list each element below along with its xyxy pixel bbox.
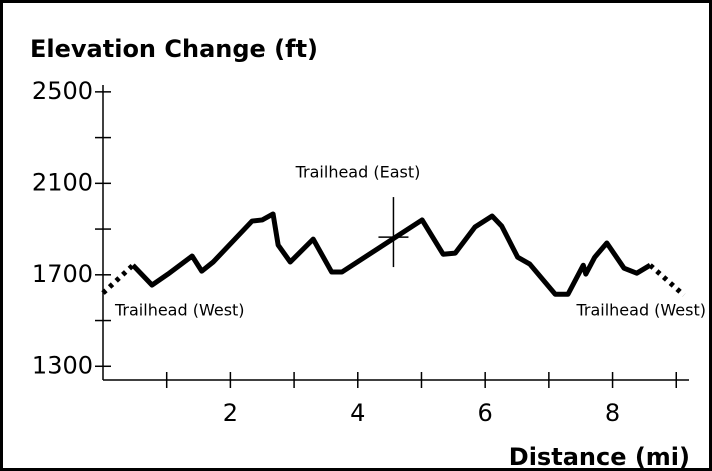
x-tick-label: 6 <box>478 399 493 427</box>
annotation: Trailhead (East) <box>295 163 421 182</box>
dotted-line <box>648 263 686 298</box>
y-tick-label: 1300 <box>32 351 93 379</box>
x-tick-label: 8 <box>605 399 620 427</box>
line <box>131 211 652 297</box>
x-tick-label: 2 <box>223 399 238 427</box>
y-tick-label: 2500 <box>32 77 93 105</box>
y-tick-label: 1700 <box>32 260 93 288</box>
annotation: Trailhead (West) <box>114 301 245 320</box>
chart-title: Elevation Change (ft) <box>30 35 318 63</box>
y-tick-label: 2100 <box>32 168 93 196</box>
x-tick-label: 4 <box>350 399 365 427</box>
annotation: Trailhead (West) <box>575 301 706 320</box>
x-axis-label: Distance (mi) <box>509 443 690 471</box>
dotted-line <box>101 263 135 295</box>
